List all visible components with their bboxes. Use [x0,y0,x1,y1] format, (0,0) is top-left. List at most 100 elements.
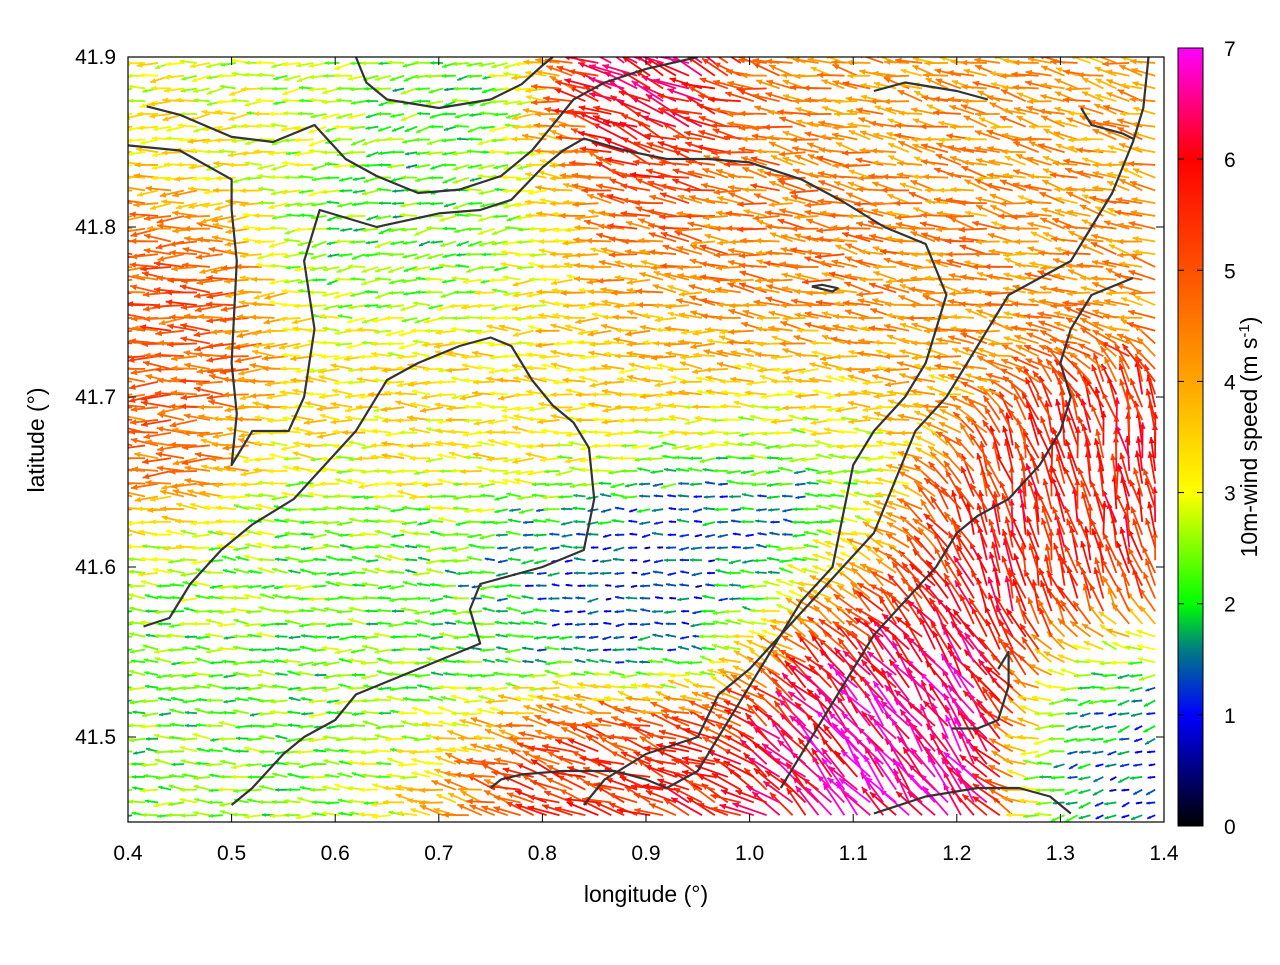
wind-arrow [895,617,922,637]
wind-arrow [536,704,560,713]
wind-arrow [170,583,184,587]
wind-arrow [1146,790,1155,795]
wind-arrow [339,622,353,626]
wind-arrow [281,445,300,450]
wind-arrow [117,325,145,331]
wind-arrow [536,584,547,587]
wind-arrow [574,557,585,561]
wind-arrow [652,634,663,637]
wind-arrow [403,697,417,701]
wind-arrow [1078,777,1090,781]
wind-arrow [679,583,689,586]
wind-arrow [1096,815,1104,819]
wind-arrow [159,407,184,414]
wind-arrow [987,130,1013,140]
wind-arrow [534,122,560,128]
wind-arrow [200,490,223,496]
wind-arrow [717,520,728,523]
wind-arrow [158,254,184,261]
wind-arrow [803,85,831,91]
wind-arrow [405,569,417,573]
wind-arrow [666,622,676,625]
x-tick-label: 0.4 [113,842,143,865]
wind-arrow [795,483,805,486]
wind-arrow [740,569,754,573]
wind-arrow [633,200,663,206]
wind-arrow [679,547,689,550]
wind-arrow [818,493,832,497]
wind-arrow [677,598,689,602]
wind-arrow [418,557,430,561]
wind-arrow [379,201,391,205]
wind-arrow [1102,699,1116,703]
wind-arrow [742,560,753,564]
wind-arrow [298,725,313,729]
wind-arrow [612,519,625,523]
wind-arrow [419,787,443,793]
wind-arrow [457,137,469,141]
wind-arrow [366,114,378,118]
wind-arrow [1094,148,1116,153]
wind-arrow [668,573,676,576]
wind-arrow [275,635,288,639]
wind-arrow [587,532,598,536]
wind-arrow [417,582,430,586]
wind-arrow [1070,621,1090,636]
x-axis-title: longitude (°) [584,881,708,907]
wind-arrow [685,213,715,219]
wind-arrow [960,244,987,254]
wind-arrow [848,401,871,407]
wind-arrow [120,267,145,274]
wind-arrow [729,597,740,601]
wind-arrow [157,584,171,588]
wind-arrow [629,533,637,536]
wind-arrow [575,318,598,324]
wind-arrow [636,288,663,294]
wind-arrow [428,495,443,499]
wind-arrow [234,619,249,624]
wind-arrow [586,659,598,663]
wind-arrow [769,311,793,318]
wind-arrow [387,60,404,65]
wind-arrow [835,354,858,359]
wind-arrow [804,544,819,548]
wind-arrow [430,114,443,119]
wind-arrow [900,709,922,738]
wind-arrow [1093,53,1117,63]
wind-arrow [1110,777,1116,780]
wind-arrow [196,594,210,598]
wind-arrow [582,187,612,193]
wind-arrow [946,251,974,257]
wind-arrow [485,557,495,560]
wind-arrow [339,558,353,562]
wind-arrow [425,761,443,766]
wind-arrow [1103,576,1117,598]
wind-arrow [419,241,430,246]
wind-arrow [390,150,404,154]
wind-arrow [626,608,637,612]
wind-arrow [705,234,728,242]
wind-arrow [534,533,546,537]
wind-arrow [157,445,184,451]
wind-arrow [1131,713,1142,717]
wind-arrow [894,200,922,206]
wind-arrow [523,533,534,536]
wind-arrow [325,61,340,65]
wind-arrow [444,127,456,131]
y-tick-label: 41.9 [75,46,116,69]
wind-arrow [470,87,482,91]
wind-arrow [538,597,547,600]
wind-arrow [475,304,495,309]
wind-arrow [868,715,896,739]
wind-arrow [708,97,741,103]
wind-arrow [613,314,637,320]
wind-arrow [506,633,521,637]
wind-arrow [313,749,326,753]
wind-arrow [587,648,598,652]
wind-arrow [391,543,405,547]
wind-arrow [141,400,171,407]
wind-arrow [386,342,404,347]
wind-arrow [331,363,353,369]
wind-arrow [766,544,780,548]
wind-arrow [146,186,171,192]
